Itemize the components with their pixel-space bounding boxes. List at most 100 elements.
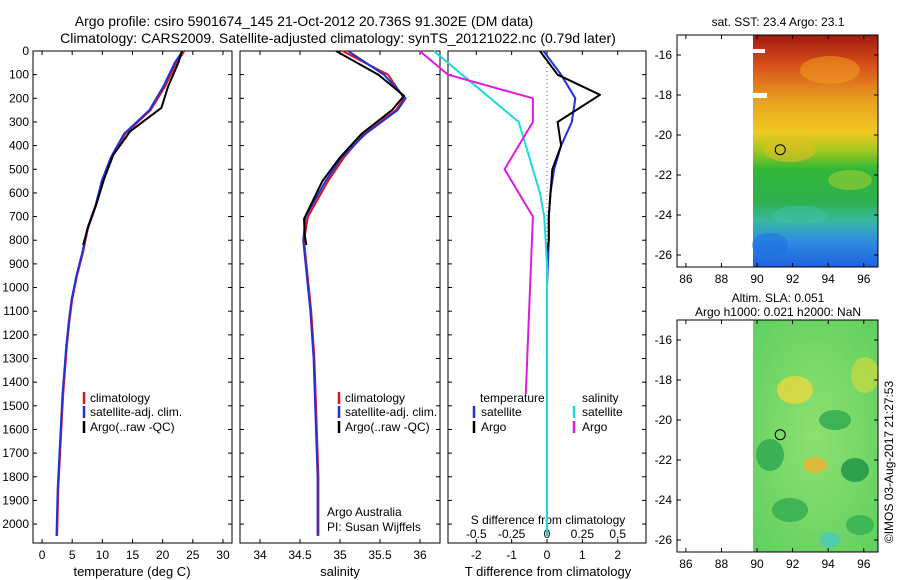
depth-tick-label: 300 (9, 115, 29, 129)
series-temperature-satellite (542, 50, 577, 536)
x-tick-label: 0 (39, 548, 46, 562)
title-line-1: Argo profile: csiro 5901674_145 21-Oct-2… (75, 13, 533, 29)
depth-tick-label: 1300 (2, 352, 29, 366)
lon-tick-label: 96 (857, 272, 871, 286)
lon-tick-label: 90 (750, 557, 764, 571)
difference-x-axis: -2 -1 0 1 2-0.5 -0.25 0 0.25 0.5 (466, 51, 626, 562)
lon-tick-label: 94 (822, 557, 836, 571)
x-tick-label: 10 (96, 548, 110, 562)
difference-series (419, 50, 601, 536)
lat-tick-label: -16 (655, 48, 673, 62)
s-tick-label: -0.25 (498, 527, 526, 541)
lon-tick-label: 90 (750, 272, 764, 286)
sla-map-title-1: Altim. SLA: 0.051 (732, 291, 825, 305)
legend-label-satellite: satellite-adj. clim. (345, 405, 437, 419)
credit-pi: PI: Susan Wijffels (327, 520, 421, 534)
lon-tick-label: 88 (715, 557, 729, 571)
legend-label-argo: Argo(..raw -QC) (345, 420, 430, 434)
legend-label-argo: Argo(..raw -QC) (90, 420, 175, 434)
depth-tick-label: 1200 (2, 328, 29, 342)
depth-tick-label: 1700 (2, 446, 29, 460)
salinity-axis-label: salinity (320, 564, 360, 579)
depth-tick-label: 1900 (2, 493, 29, 507)
sst-map-axes: -16 -18 -20 -22 -24 -26 86 88 90 92 94 96 (655, 35, 878, 286)
sst-map-title: sat. SST: 23.4 Argo: 23.1 (712, 15, 845, 29)
depth-tick-label: 1800 (2, 470, 29, 484)
depth-tick-label: 1000 (2, 281, 29, 295)
lat-tick-label: -18 (655, 373, 673, 387)
temperature-legend: climatology satellite-adj. clim. Argo(..… (82, 391, 182, 434)
legend-label-climatology: climatology (90, 391, 150, 405)
salinity-x-axis: 34 34.5 35 35.5 36 (253, 51, 427, 562)
argo-position-marker (774, 429, 786, 441)
sla-map-axes: -16 -18 -20 -22 -24 -26 86 88 90 92 94 96 (655, 320, 878, 571)
x-tick-label: 25 (186, 548, 200, 562)
depth-tick-label: 100 (9, 68, 29, 82)
lon-tick-label: 92 (786, 557, 800, 571)
x-tick-label: 36 (413, 548, 427, 562)
t-tick-label: -2 (471, 548, 482, 562)
legend-label-climatology: climatology (345, 391, 405, 405)
lat-tick-label: -26 (655, 533, 673, 547)
t-tick-label: 1 (579, 548, 586, 562)
depth-tick-label: 900 (9, 257, 29, 271)
lon-tick-label: 96 (857, 557, 871, 571)
temperature-series (55, 50, 186, 536)
s-tick-label: -0.5 (466, 527, 487, 541)
x-tick-label: 5 (69, 548, 76, 562)
lon-tick-label: 88 (715, 272, 729, 286)
depth-tick-label: 800 (9, 233, 29, 247)
salinity-panel (239, 50, 441, 544)
series-salinity-argo (419, 50, 534, 395)
legend-head-salinity: salinity (582, 391, 619, 405)
lat-tick-label: -22 (655, 453, 673, 467)
lat-tick-label: -18 (655, 88, 673, 102)
lat-tick-label: -20 (655, 128, 673, 142)
s-tick-label: 0.5 (609, 527, 626, 541)
series-argo-raw-qc- (82, 50, 183, 246)
salinity-series (302, 50, 407, 536)
lon-tick-label: 86 (679, 557, 693, 571)
lat-tick-label: -22 (655, 168, 673, 182)
lat-tick-label: -24 (655, 208, 673, 222)
depth-tick-label: 200 (9, 91, 29, 105)
depth-tick-label: 1400 (2, 375, 29, 389)
lon-tick-label: 86 (679, 272, 693, 286)
legend-label-s-satellite: satellite (582, 405, 623, 419)
difference-legend: temperature satellite Argo salinity sate… (472, 391, 623, 434)
lat-tick-label: -16 (655, 333, 673, 347)
depth-tick-label: 400 (9, 139, 29, 153)
series-salinity-satellite (433, 50, 548, 536)
imos-watermark: ©IMOS 03-Aug-2017 21:27:53 (882, 381, 896, 544)
lon-tick-label: 94 (822, 272, 836, 286)
x-tick-label: 35 (333, 548, 347, 562)
legend-label-satellite: satellite-adj. clim. (90, 405, 182, 419)
x-tick-label: 34.5 (288, 548, 312, 562)
argo-position-marker (774, 144, 786, 156)
legend-label-t-satellite: satellite (481, 405, 522, 419)
depth-tick-label: 600 (9, 186, 29, 200)
t-difference-axis-label: T difference from climatology (465, 564, 632, 579)
depth-tick-label: 1100 (3, 304, 29, 318)
lat-tick-label: -26 (655, 248, 673, 262)
temperature-axis-label: temperature (deg C) (73, 564, 190, 579)
x-tick-label: 30 (216, 548, 230, 562)
legend-head-temperature: temperature (480, 391, 545, 405)
depth-tick-label: 700 (9, 210, 29, 224)
series-satellite-adj-clim- (302, 50, 407, 536)
sst-mask (753, 93, 767, 98)
salinity-legend: climatology satellite-adj. clim. Argo(..… (327, 391, 437, 534)
title-line-2: Climatology: CARS2009. Satellite-adjuste… (60, 30, 616, 46)
depth-tick-label: 500 (9, 162, 29, 176)
lon-tick-label: 92 (786, 272, 800, 286)
depth-axis: 0 100 200 300 400 500 600 700 800 900 1000 1100 1200… (2, 44, 646, 531)
x-tick-label: 35.5 (368, 548, 392, 562)
lat-tick-label: -24 (655, 493, 673, 507)
x-tick-label: 34 (253, 548, 267, 562)
series-argo-raw-qc- (303, 50, 405, 246)
depth-tick-label: 1600 (2, 422, 29, 436)
depth-tick-label: 2000 (2, 517, 29, 531)
depth-tick-label: 1500 (2, 399, 29, 413)
t-tick-label: 2 (614, 548, 621, 562)
